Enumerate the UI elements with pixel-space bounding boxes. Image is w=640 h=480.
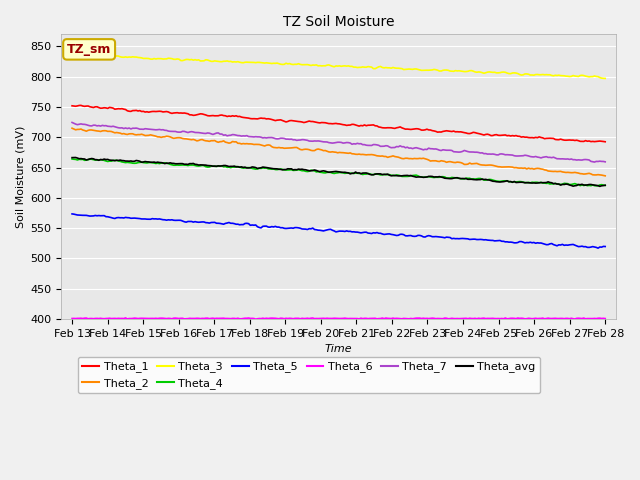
- Theta_6: [68, 316, 76, 322]
- Theta_7: [591, 159, 598, 165]
- Theta_6: [122, 315, 129, 321]
- Theta_2: [384, 155, 392, 160]
- Line: Theta_7: Theta_7: [72, 122, 605, 162]
- Theta_1: [387, 125, 395, 131]
- Theta_6: [389, 315, 397, 321]
- Theta_avg: [68, 155, 76, 160]
- Theta_avg: [602, 182, 609, 188]
- Line: Theta_avg: Theta_avg: [72, 157, 605, 186]
- Theta_2: [518, 165, 525, 171]
- Line: Theta_3: Theta_3: [72, 55, 605, 78]
- Theta_2: [394, 154, 402, 160]
- Theta_1: [77, 103, 85, 108]
- Theta_3: [552, 72, 559, 78]
- Theta_avg: [72, 155, 79, 160]
- Line: Theta_6: Theta_6: [72, 318, 605, 319]
- Line: Theta_4: Theta_4: [72, 159, 605, 186]
- Theta_4: [386, 172, 394, 178]
- Theta_6: [387, 316, 395, 322]
- Theta_6: [252, 316, 260, 322]
- Line: Theta_1: Theta_1: [72, 106, 605, 142]
- Theta_1: [70, 103, 77, 109]
- Theta_avg: [396, 173, 404, 179]
- Theta_5: [386, 231, 394, 237]
- Theta_1: [68, 103, 76, 108]
- Theta_7: [68, 120, 76, 125]
- Theta_2: [386, 154, 394, 160]
- Theta_1: [519, 134, 527, 140]
- Theta_4: [594, 183, 602, 189]
- Theta_3: [386, 65, 394, 71]
- Theta_3: [602, 75, 609, 81]
- Theta_7: [386, 144, 394, 150]
- Theta_6: [555, 316, 563, 322]
- Theta_avg: [387, 173, 395, 179]
- Theta_3: [70, 52, 77, 58]
- Theta_3: [68, 52, 76, 58]
- Legend: Theta_1, Theta_2, Theta_3, Theta_4, Theta_5, Theta_6, Theta_7, Theta_avg: Theta_1, Theta_2, Theta_3, Theta_4, Thet…: [78, 357, 540, 393]
- Theta_6: [521, 316, 529, 322]
- Theta_4: [70, 156, 77, 162]
- Theta_4: [552, 180, 559, 186]
- Line: Theta_5: Theta_5: [72, 214, 605, 248]
- Theta_2: [68, 125, 76, 131]
- Theta_4: [602, 182, 609, 188]
- Theta_3: [518, 72, 525, 78]
- Theta_5: [552, 242, 559, 248]
- Line: Theta_2: Theta_2: [72, 128, 605, 176]
- Theta_4: [68, 156, 76, 162]
- Theta_5: [394, 232, 402, 238]
- Theta_7: [552, 155, 559, 161]
- Theta_avg: [596, 183, 604, 189]
- Theta_avg: [70, 155, 77, 160]
- Theta_avg: [519, 180, 527, 185]
- Title: TZ Soil Moisture: TZ Soil Moisture: [283, 15, 394, 29]
- Theta_5: [68, 211, 76, 217]
- Theta_7: [602, 159, 609, 165]
- Theta_5: [518, 239, 525, 244]
- Theta_2: [70, 126, 77, 132]
- Theta_7: [394, 144, 402, 150]
- Theta_1: [553, 137, 561, 143]
- X-axis label: Time: Time: [325, 344, 353, 354]
- Theta_4: [394, 172, 402, 178]
- Theta_7: [384, 143, 392, 149]
- Theta_5: [70, 211, 77, 217]
- Theta_5: [594, 245, 602, 251]
- Theta_5: [602, 244, 609, 250]
- Theta_6: [398, 316, 406, 322]
- Theta_2: [602, 173, 609, 179]
- Theta_4: [384, 172, 392, 178]
- Theta_7: [518, 153, 525, 158]
- Theta_avg: [553, 181, 561, 187]
- Theta_6: [70, 315, 77, 321]
- Text: TZ_sm: TZ_sm: [67, 43, 111, 56]
- Theta_avg: [386, 172, 394, 178]
- Theta_6: [602, 316, 609, 322]
- Theta_2: [552, 168, 559, 174]
- Theta_1: [396, 124, 404, 130]
- Theta_4: [518, 179, 525, 185]
- Theta_3: [384, 65, 392, 71]
- Theta_7: [70, 120, 77, 126]
- Theta_1: [602, 139, 609, 144]
- Theta_5: [384, 231, 392, 237]
- Theta_3: [394, 65, 402, 71]
- Y-axis label: Soil Moisture (mV): Soil Moisture (mV): [15, 125, 25, 228]
- Theta_1: [386, 125, 394, 131]
